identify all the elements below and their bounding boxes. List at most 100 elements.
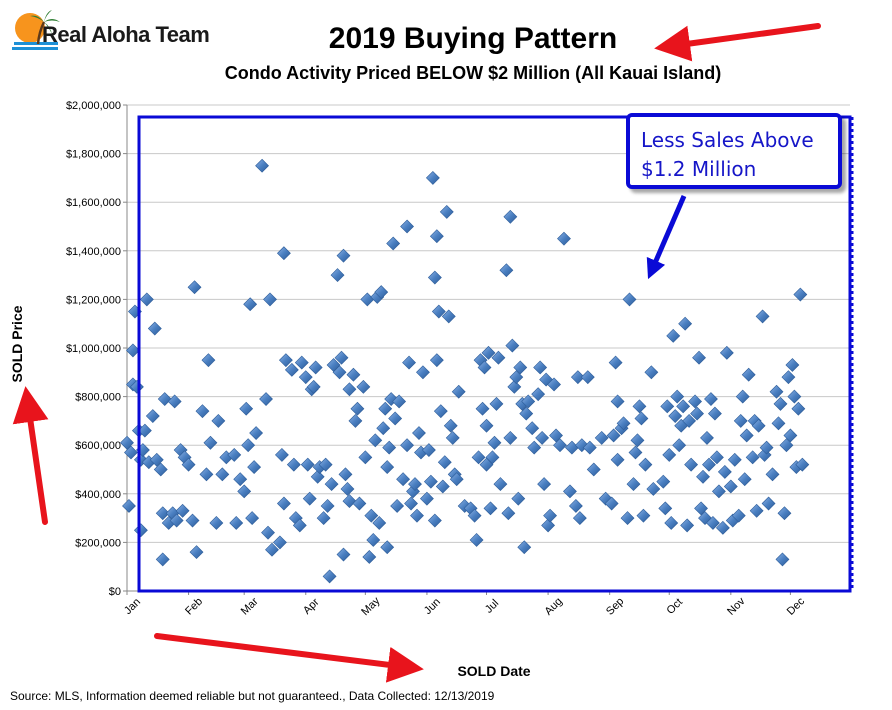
data-point [739, 428, 754, 443]
data-point [421, 443, 436, 457]
data-point [406, 484, 420, 499]
data-point [658, 501, 673, 516]
data-point [779, 438, 794, 453]
y-tick-label: $1,600,000 [66, 197, 121, 209]
data-point [133, 523, 148, 538]
data-point [441, 309, 456, 324]
data-point [261, 525, 275, 540]
palm-tree-sunset-icon [12, 10, 60, 50]
data-point [582, 440, 597, 455]
data-point [521, 394, 536, 409]
data-point [298, 370, 313, 385]
data-point [382, 440, 397, 455]
data-point [404, 496, 418, 511]
data-point [688, 394, 702, 409]
data-point [511, 491, 526, 506]
y-tick-label: $600,000 [75, 440, 121, 452]
data-point [580, 370, 595, 385]
data-point [276, 246, 291, 261]
data-point [622, 292, 637, 307]
data-point [771, 416, 786, 431]
data-point [324, 477, 339, 492]
data-point [735, 389, 750, 404]
data-point [539, 372, 554, 387]
data-point [632, 399, 647, 414]
data-point [292, 518, 307, 533]
data-point [777, 506, 792, 521]
x-tick-label: Nov [725, 595, 748, 618]
data-point [425, 170, 440, 185]
data-point [503, 209, 518, 224]
data-point [278, 353, 293, 368]
data-point [469, 533, 484, 547]
data-point [348, 413, 363, 428]
data-point [445, 430, 460, 445]
data-point [249, 426, 264, 440]
data-point [340, 482, 355, 496]
data-point [330, 268, 345, 283]
data-point [380, 460, 395, 474]
source-note: Source: MLS, Information deemed reliable… [10, 689, 495, 703]
x-tick-label: Jun [422, 596, 443, 617]
data-point [356, 379, 371, 394]
data-point [352, 496, 367, 511]
data-point [553, 438, 567, 453]
data-point [755, 309, 770, 324]
data-point [185, 513, 200, 528]
data-point [175, 503, 190, 518]
data-point [390, 499, 405, 513]
x-tick-label: Mar [239, 595, 261, 617]
y-tick-label: $200,000 [75, 537, 121, 549]
data-point [300, 457, 315, 472]
data-point [396, 472, 411, 487]
data-point [120, 435, 134, 450]
data-point [360, 292, 375, 307]
data-point [346, 367, 361, 382]
data-point [263, 292, 277, 307]
data-point [284, 362, 299, 377]
data-point [336, 547, 351, 562]
annotation-callout: Less Sales Above $1.2 Million [626, 113, 842, 189]
data-point [475, 401, 490, 416]
data-point [167, 394, 182, 409]
data-point [668, 409, 683, 423]
data-point [785, 358, 800, 372]
data-point [126, 343, 140, 358]
data-point [429, 353, 444, 368]
data-point [733, 413, 748, 428]
x-tick-label: Oct [664, 596, 685, 617]
y-tick-label: $800,000 [75, 392, 121, 404]
data-point [265, 542, 279, 557]
data-point [181, 457, 196, 472]
data-point [479, 418, 494, 433]
data-point [493, 477, 508, 492]
y-tick-label: $1,200,000 [66, 294, 121, 306]
data-point [644, 365, 659, 380]
data-point [670, 389, 685, 404]
data-point [137, 423, 152, 438]
data-point [704, 392, 718, 406]
data-point [634, 411, 649, 426]
data-point [336, 248, 351, 263]
data-point [531, 387, 546, 402]
data-point [564, 440, 579, 455]
data-point [638, 457, 653, 472]
data-point [690, 406, 704, 421]
data-point [366, 533, 381, 547]
data-point [187, 280, 202, 295]
data-point [505, 338, 520, 353]
data-point [145, 409, 160, 423]
data-point [155, 506, 170, 521]
data-point [570, 370, 585, 385]
data-point [646, 482, 661, 496]
data-point [509, 370, 524, 385]
x-tick-label: May [359, 595, 383, 619]
data-point [563, 484, 577, 499]
data-point [400, 219, 414, 234]
x-tick-label: Jul [483, 597, 501, 615]
chart-title: 2019 Buying Pattern [328, 22, 618, 55]
data-point [429, 229, 444, 244]
data-point [276, 496, 291, 511]
data-point [547, 377, 561, 392]
